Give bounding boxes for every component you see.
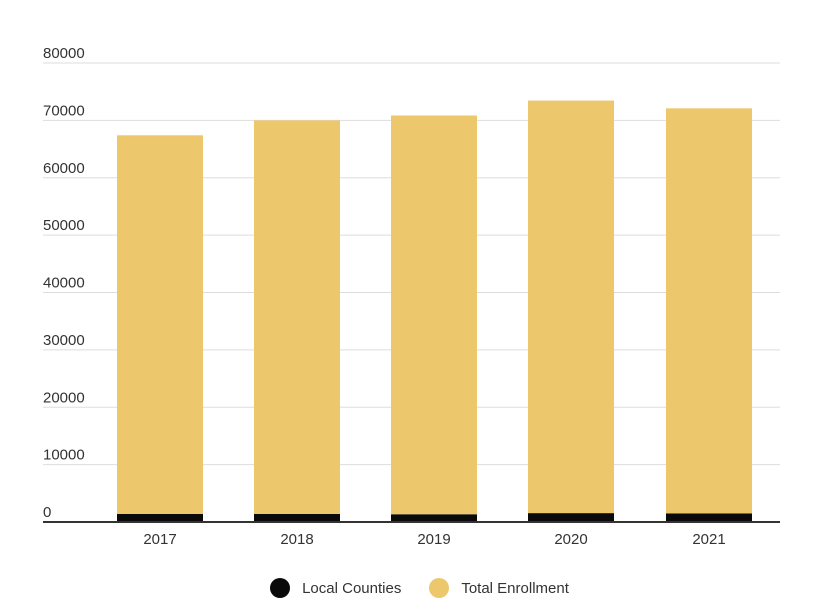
y-tick-label: 30000 xyxy=(43,332,85,349)
y-tick-label: 40000 xyxy=(43,275,85,292)
bars xyxy=(117,100,752,522)
y-tick-label: 70000 xyxy=(43,102,85,119)
legend-item-total-enrollment[interactable]: Total Enrollment xyxy=(429,578,569,598)
x-tick-label: 2021 xyxy=(692,531,725,548)
bar-local-counties-2019[interactable] xyxy=(391,514,477,522)
legend-swatch-local-counties xyxy=(270,578,291,598)
bar-total-enrollment-2020[interactable] xyxy=(528,100,614,514)
bar-total-enrollment-2019[interactable] xyxy=(391,115,477,515)
legend-swatch-total-enrollment xyxy=(429,578,450,598)
y-tick-label: 60000 xyxy=(43,160,85,177)
bar-local-counties-2020[interactable] xyxy=(528,513,614,522)
legend-label-total-enrollment: Total Enrollment xyxy=(461,579,569,597)
legend: Local Counties Total Enrollment xyxy=(0,578,839,598)
bar-local-counties-2017[interactable] xyxy=(117,513,203,522)
x-tick-label: 2020 xyxy=(554,531,587,548)
legend-item-local-counties[interactable]: Local Counties xyxy=(270,578,401,598)
y-tick-label: 0 xyxy=(43,504,51,521)
y-tick-label: 50000 xyxy=(43,217,85,234)
bar-total-enrollment-2017[interactable] xyxy=(117,135,203,514)
bar-local-counties-2021[interactable] xyxy=(666,513,752,522)
legend-label-local-counties: Local Counties xyxy=(302,579,402,597)
y-axis-ticks: 0 10000 20000 30000 40000 50000 60000 70000 8000… xyxy=(43,45,85,521)
x-tick-label: 2018 xyxy=(280,531,313,548)
x-axis-ticks: 2017 2018 2019 2020 2021 xyxy=(143,531,725,548)
y-tick-label: 20000 xyxy=(43,389,85,406)
bar-total-enrollment-2021[interactable] xyxy=(666,108,752,514)
y-tick-label: 80000 xyxy=(43,45,85,62)
x-tick-label: 2017 xyxy=(143,531,176,548)
bar-total-enrollment-2018[interactable] xyxy=(254,120,340,514)
x-tick-label: 2019 xyxy=(417,531,450,548)
bar-local-counties-2018[interactable] xyxy=(254,513,340,522)
y-tick-label: 10000 xyxy=(43,447,85,464)
